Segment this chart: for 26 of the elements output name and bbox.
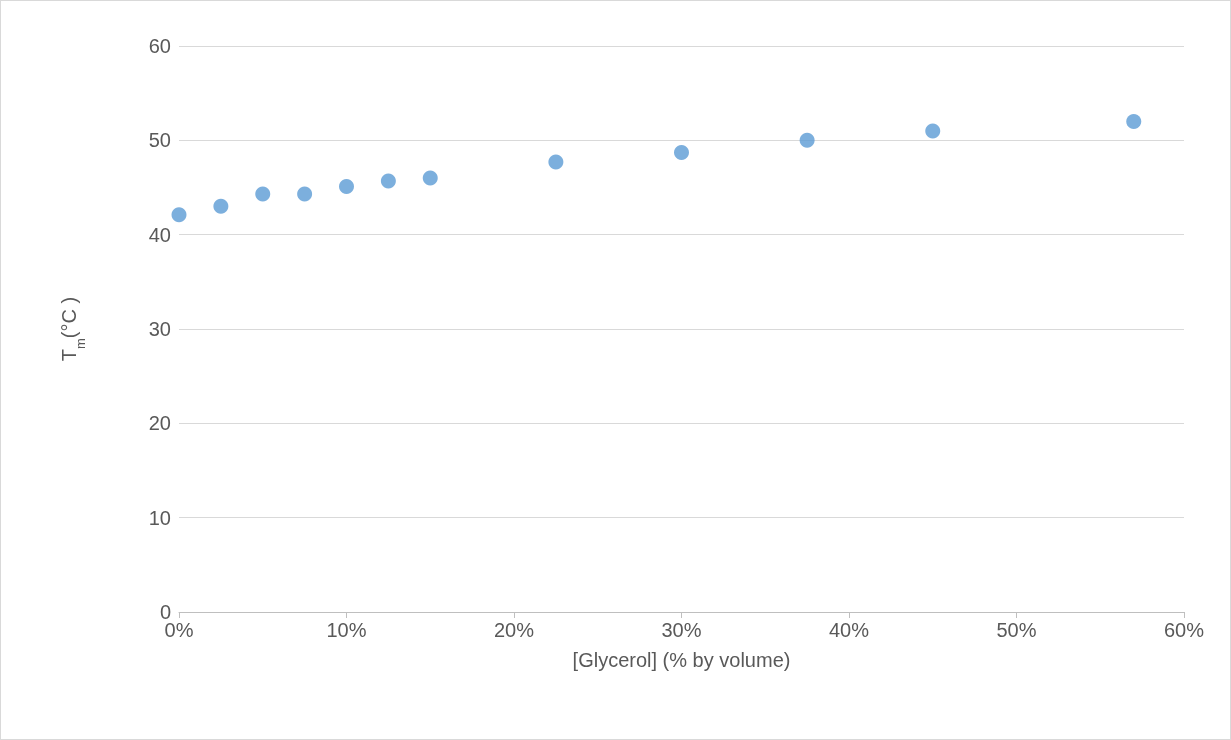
point <box>925 123 941 139</box>
point <box>799 132 815 148</box>
x-tick-label: 50% <box>996 619 1037 641</box>
x-tick-label: 40% <box>828 619 870 641</box>
x-tick-label: 30% <box>661 619 702 641</box>
point <box>255 186 271 202</box>
point <box>1126 113 1142 129</box>
y-tick-label: 30 <box>148 318 171 340</box>
y-tick-label: 60 <box>148 35 171 57</box>
y-tick-label: 40 <box>148 223 171 246</box>
point <box>297 186 313 202</box>
point <box>380 173 396 189</box>
y-tick-label: 10 <box>148 506 171 529</box>
point <box>674 145 689 161</box>
x-axis-title: [Glycerol] (% by volume) <box>572 649 791 671</box>
point <box>339 179 354 195</box>
point <box>422 170 438 186</box>
point <box>171 207 187 223</box>
y-axis-title: Tm(°C ) <box>58 296 88 362</box>
x-tick-label: 10% <box>326 619 367 641</box>
y-tick-label: 20 <box>148 412 171 435</box>
x-tick-label: 60% <box>1163 619 1205 641</box>
y-tick-label: 50 <box>148 129 171 152</box>
point <box>548 154 564 170</box>
x-tick-label: 20% <box>493 619 535 641</box>
point <box>213 198 229 214</box>
